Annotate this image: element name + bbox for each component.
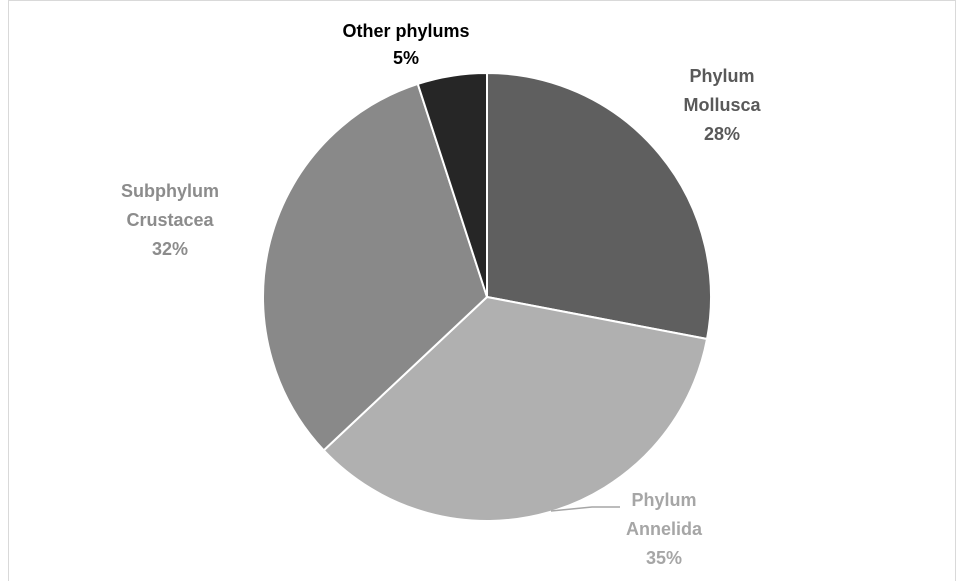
pie-slice-2 xyxy=(262,82,489,452)
slice-category-label: Crustacea xyxy=(126,210,214,230)
slice-category-label: Mollusca xyxy=(683,95,761,115)
slice-value-label: 32% xyxy=(152,239,188,259)
chart-area xyxy=(8,0,956,581)
slice-label-0: Phylum Mollusca 28% xyxy=(683,66,761,144)
slice-value-label: 5% xyxy=(393,48,419,68)
slice-value-label: 35% xyxy=(646,548,682,568)
pie-slice-0 xyxy=(486,71,712,341)
slice-label-3: Other phylums 5% xyxy=(342,21,469,68)
slice-category-label: Phylum xyxy=(689,66,754,86)
slice-category-label: Phylum xyxy=(631,490,696,510)
slice-label-2: Subphylum Crustacea 32% xyxy=(121,181,219,259)
slice-category-label: Subphylum xyxy=(121,181,219,201)
leader-line-1 xyxy=(550,506,620,512)
slice-category-label: Other phylums xyxy=(342,21,469,41)
slice-value-label: 28% xyxy=(704,124,740,144)
slice-label-1: Phylum Annelida 35% xyxy=(626,490,703,568)
pie-slice-1 xyxy=(322,295,709,522)
pie-slice-3 xyxy=(416,71,488,298)
slice-category-label: Annelida xyxy=(626,519,703,539)
